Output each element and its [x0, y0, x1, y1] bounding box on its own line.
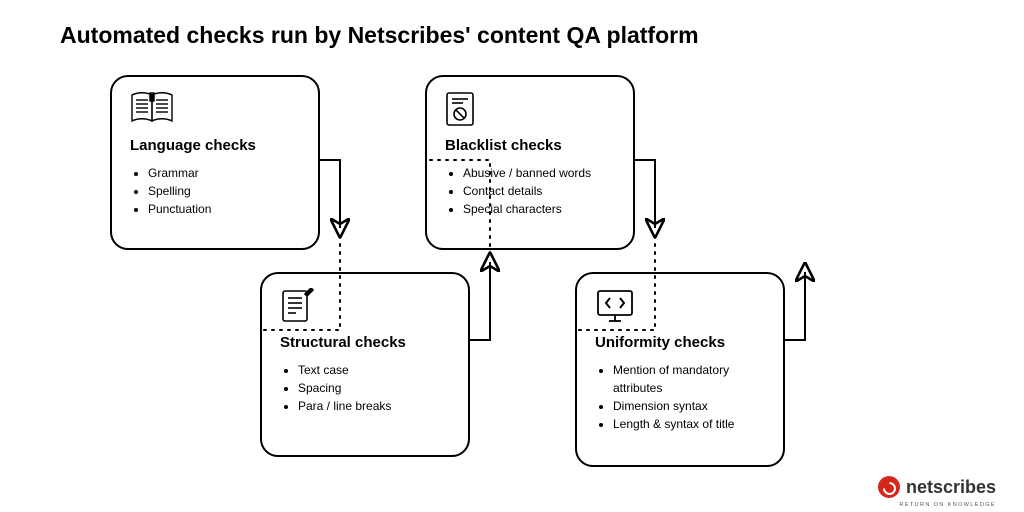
card-language-checks: Language checks Grammar Spelling Punctua… — [110, 75, 320, 250]
card-blacklist-checks: Blacklist checks Abusive / banned words … — [425, 75, 635, 250]
logo-tagline: RETURN ON KNOWLEDGE — [899, 502, 996, 508]
swatch — [400, 336, 461, 350]
list-item: Para / line breaks — [298, 397, 450, 415]
swatch — [719, 336, 780, 350]
list-item: Dimension syntax — [613, 397, 765, 415]
bullet-list: Abusive / banned words Contact details S… — [445, 164, 615, 218]
list-item: Abusive / banned words — [463, 164, 615, 182]
logo-text: netscribes — [906, 477, 996, 498]
list-item: Text case — [298, 361, 450, 379]
card-title: Language checks — [130, 137, 262, 154]
logo-mark-icon — [878, 476, 900, 498]
monitor-icon — [595, 288, 765, 328]
bullet-list: Grammar Spelling Punctuation — [130, 164, 300, 218]
page-title: Automated checks run by Netscribes' cont… — [60, 22, 699, 49]
list-item: Length & syntax of title — [613, 415, 765, 433]
card-uniformity-checks: Uniformity checks Mention of mandatory a… — [575, 272, 785, 467]
card-title: Uniformity checks — [595, 334, 731, 351]
card-title: Structural checks — [280, 334, 412, 351]
card-structural-checks: Structural checks Text case Spacing Para… — [260, 272, 470, 457]
list-item: Contact details — [463, 182, 615, 200]
list-item: Spacing — [298, 379, 450, 397]
netscribes-logo: netscribes — [878, 476, 996, 498]
swatch — [555, 139, 616, 153]
note-icon — [280, 288, 450, 328]
ban-doc-icon — [445, 91, 615, 131]
swatch — [250, 139, 311, 153]
list-item: Spelling — [148, 182, 300, 200]
card-title: Blacklist checks — [445, 137, 568, 154]
bullet-list: Mention of mandatory attributes Dimensio… — [595, 361, 765, 433]
list-item: Mention of mandatory attributes — [613, 361, 765, 397]
list-item: Punctuation — [148, 200, 300, 218]
bullet-list: Text case Spacing Para / line breaks — [280, 361, 450, 415]
list-item: Grammar — [148, 164, 300, 182]
book-icon — [130, 91, 300, 131]
list-item: Special characters — [463, 200, 615, 218]
